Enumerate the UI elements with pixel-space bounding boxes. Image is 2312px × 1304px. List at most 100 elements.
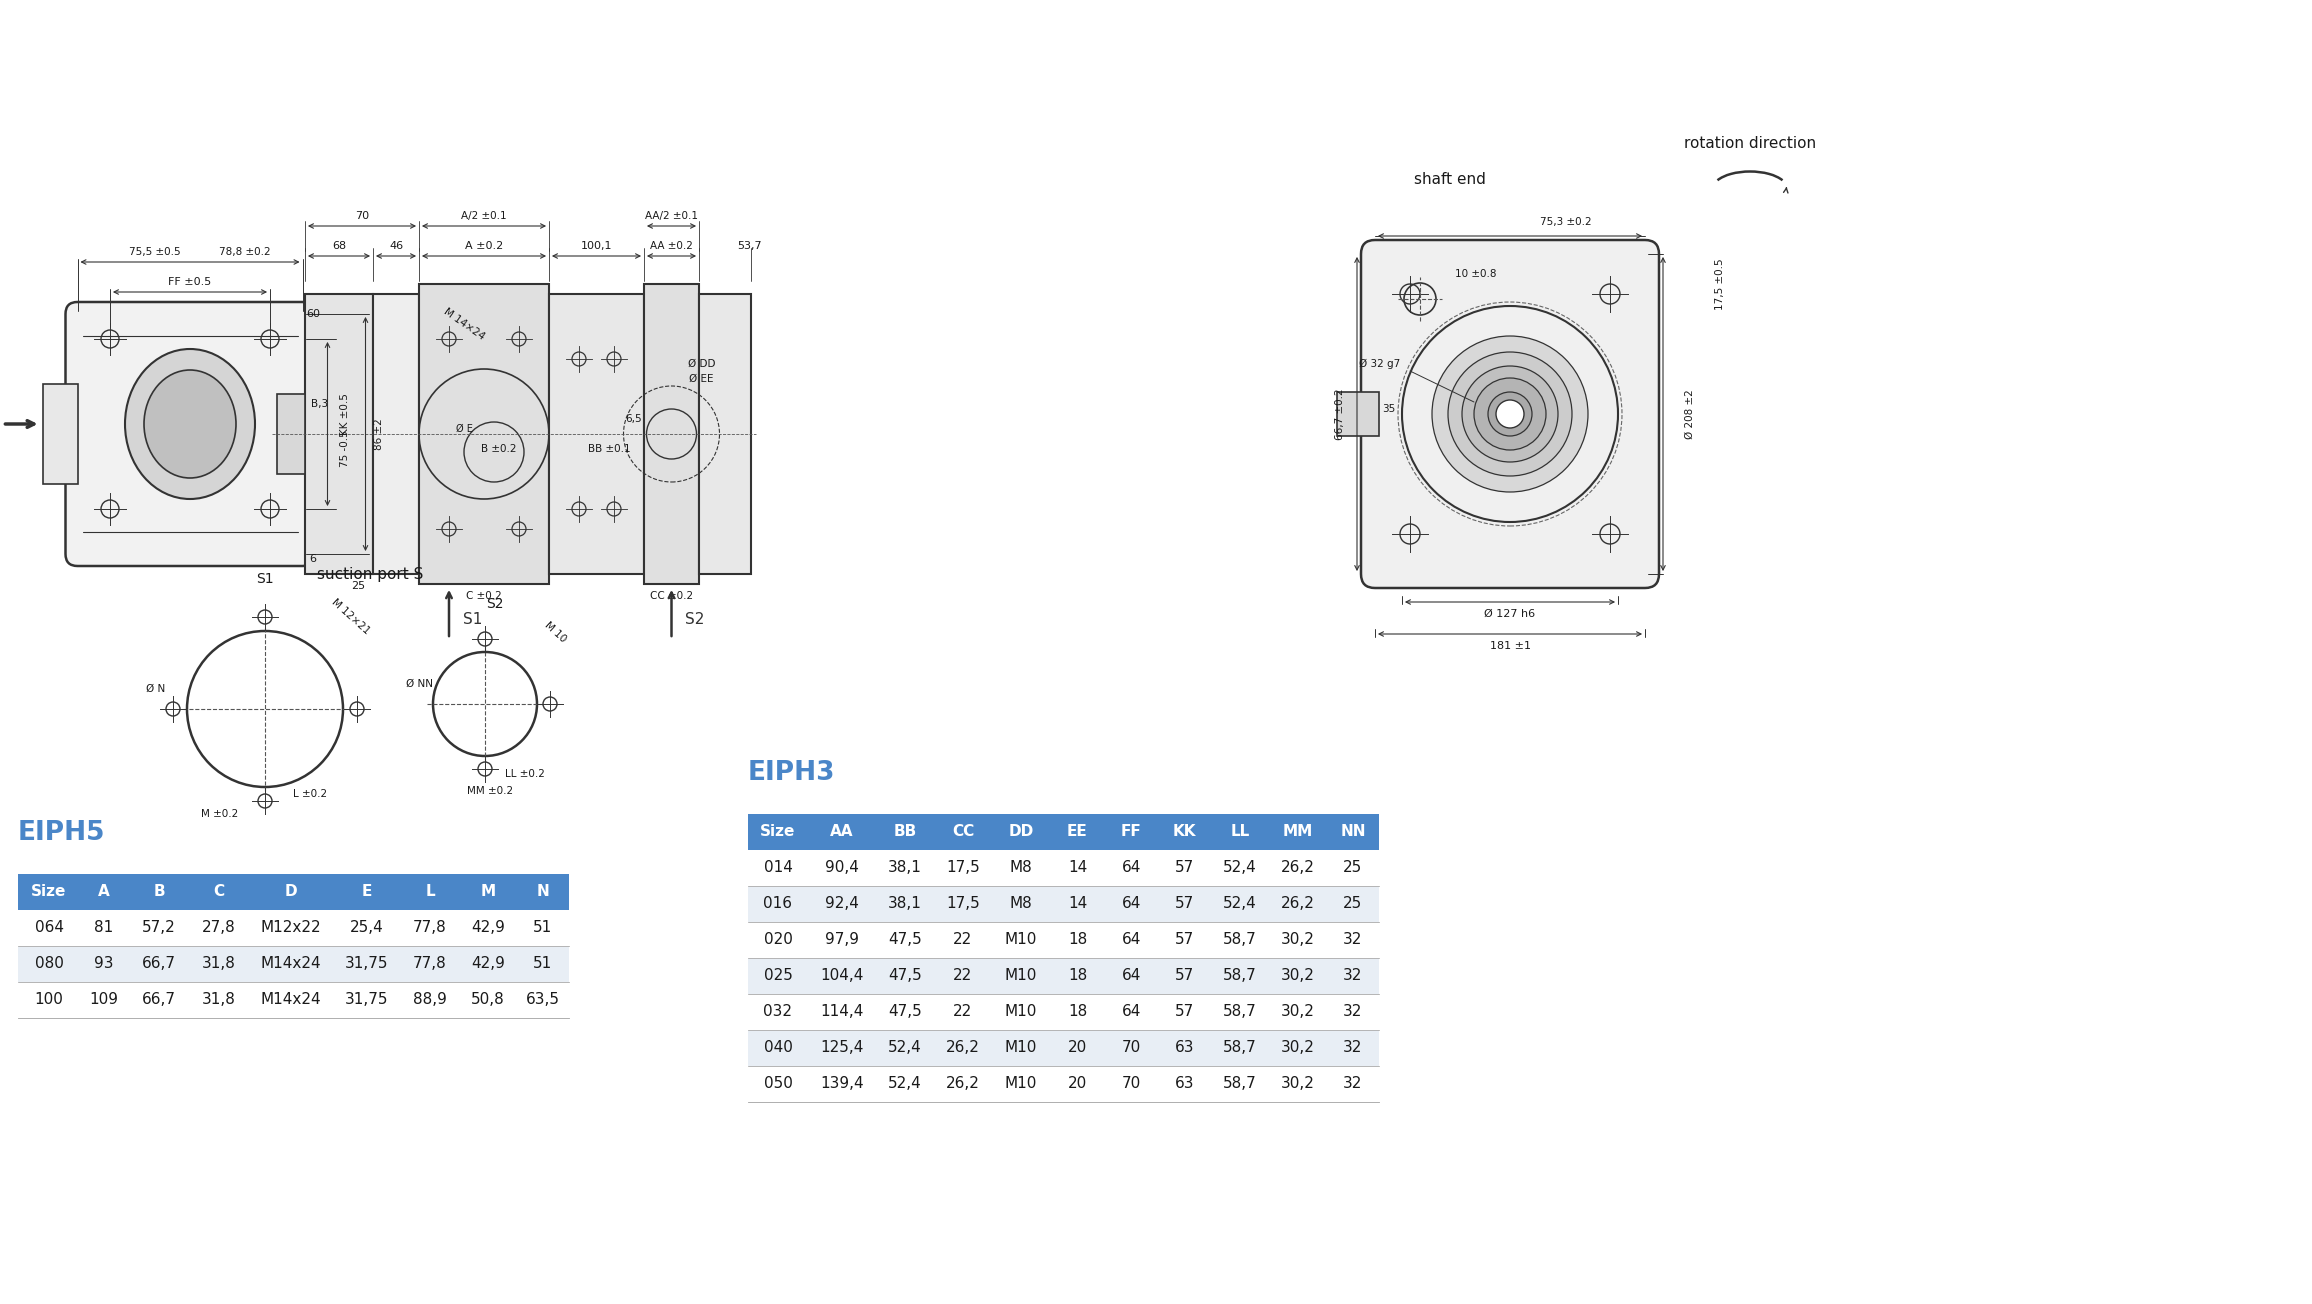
Text: D: D: [284, 884, 296, 900]
Text: C ±0.2: C ±0.2: [467, 591, 502, 601]
Text: 90,4: 90,4: [825, 861, 860, 875]
Text: 52,4: 52,4: [888, 1077, 922, 1091]
Text: 31,8: 31,8: [201, 992, 236, 1008]
Text: 57: 57: [1174, 897, 1193, 911]
Text: 31,75: 31,75: [344, 992, 388, 1008]
Bar: [190, 874, 247, 910]
Text: EIPH5: EIPH5: [18, 820, 106, 846]
Text: 31,75: 31,75: [344, 957, 388, 971]
Text: 57: 57: [1174, 1004, 1193, 1020]
Bar: [1211, 814, 1269, 850]
Text: 35: 35: [1383, 404, 1394, 413]
Text: 20: 20: [1068, 1041, 1087, 1055]
Text: M8: M8: [1010, 861, 1033, 875]
Text: 014: 014: [763, 861, 793, 875]
Circle shape: [1489, 393, 1533, 436]
Text: L ±0.2: L ±0.2: [294, 789, 326, 799]
Text: 64: 64: [1121, 1004, 1142, 1020]
Text: 30,2: 30,2: [1281, 1077, 1316, 1091]
Bar: [127, 874, 190, 910]
Text: 114,4: 114,4: [821, 1004, 865, 1020]
Text: 100: 100: [35, 992, 62, 1008]
Ellipse shape: [125, 349, 254, 499]
Text: 22: 22: [953, 1004, 973, 1020]
Text: 58,7: 58,7: [1223, 1041, 1258, 1055]
Bar: [992, 814, 1050, 850]
Text: BB: BB: [892, 824, 916, 840]
Text: 30,2: 30,2: [1281, 1041, 1316, 1055]
Text: 38,1: 38,1: [888, 897, 922, 911]
Text: 58,7: 58,7: [1223, 1004, 1258, 1020]
Text: CC ±0.2: CC ±0.2: [650, 591, 694, 601]
Ellipse shape: [143, 370, 236, 479]
Text: M12x22: M12x22: [261, 921, 321, 935]
Bar: [749, 814, 807, 850]
Text: 181 ±1: 181 ±1: [1489, 642, 1531, 651]
Bar: [749, 958, 807, 994]
Text: M10: M10: [1006, 969, 1038, 983]
Bar: [1327, 958, 1378, 994]
Text: S2: S2: [684, 612, 705, 626]
Text: 57: 57: [1174, 861, 1193, 875]
Text: KK: KK: [1172, 824, 1195, 840]
Text: 86 ±2: 86 ±2: [375, 419, 384, 450]
Text: 66,7: 66,7: [141, 957, 176, 971]
Bar: [1327, 814, 1378, 850]
Bar: [749, 1030, 807, 1065]
Text: 040: 040: [763, 1041, 793, 1055]
Text: AA ±0.2: AA ±0.2: [650, 241, 694, 250]
Text: 050: 050: [763, 1077, 793, 1091]
Text: L: L: [425, 884, 435, 900]
Bar: [1050, 958, 1105, 994]
Circle shape: [1447, 352, 1572, 476]
Text: 57: 57: [1174, 932, 1193, 948]
Bar: [876, 1030, 934, 1065]
Text: 66,7 ±0.2: 66,7 ±0.2: [1334, 389, 1346, 439]
Bar: [1158, 1030, 1211, 1065]
Bar: [518, 874, 569, 910]
Text: LL: LL: [1230, 824, 1248, 840]
Text: 47,5: 47,5: [888, 932, 922, 948]
Text: 17,5: 17,5: [946, 897, 980, 911]
Text: B ±0.2: B ±0.2: [481, 443, 518, 454]
Text: EIPH3: EIPH3: [749, 760, 835, 786]
Text: 25: 25: [1343, 897, 1362, 911]
Text: Size: Size: [761, 824, 795, 840]
Text: MM: MM: [1283, 824, 1313, 840]
Text: 25,4: 25,4: [349, 921, 384, 935]
Text: 53,7: 53,7: [738, 241, 763, 250]
Text: S1: S1: [257, 572, 273, 585]
Bar: [1336, 393, 1378, 436]
Bar: [18, 945, 81, 982]
Text: 32: 32: [1343, 1077, 1362, 1091]
Bar: [333, 945, 400, 982]
Text: FF ±0.5: FF ±0.5: [169, 276, 213, 287]
Text: M 14×24: M 14×24: [442, 306, 486, 342]
Text: 57: 57: [1174, 969, 1193, 983]
Text: M10: M10: [1006, 932, 1038, 948]
Bar: [1211, 1030, 1269, 1065]
Text: S1: S1: [462, 612, 483, 626]
Bar: [1269, 885, 1327, 922]
Text: 42,9: 42,9: [472, 957, 504, 971]
Bar: [372, 293, 418, 574]
Text: 10 ±0.8: 10 ±0.8: [1454, 269, 1496, 279]
Text: 75,5 ±0.5: 75,5 ±0.5: [129, 246, 180, 257]
Bar: [992, 1030, 1050, 1065]
Text: 025: 025: [763, 969, 793, 983]
Text: 22: 22: [953, 969, 973, 983]
Text: 58,7: 58,7: [1223, 969, 1258, 983]
Bar: [876, 958, 934, 994]
Text: 32: 32: [1343, 969, 1362, 983]
Text: AA/2 ±0.1: AA/2 ±0.1: [645, 211, 698, 220]
Text: 64: 64: [1121, 897, 1142, 911]
Bar: [1158, 958, 1211, 994]
Text: 26,2: 26,2: [946, 1077, 980, 1091]
Text: 47,5: 47,5: [888, 969, 922, 983]
Text: rotation direction: rotation direction: [1683, 137, 1815, 151]
Text: S2: S2: [486, 597, 504, 612]
Text: 31,8: 31,8: [201, 957, 236, 971]
Text: 17,5 ±0.5: 17,5 ±0.5: [1716, 258, 1725, 310]
Text: M14x24: M14x24: [261, 992, 321, 1008]
Text: 32: 32: [1343, 1004, 1362, 1020]
